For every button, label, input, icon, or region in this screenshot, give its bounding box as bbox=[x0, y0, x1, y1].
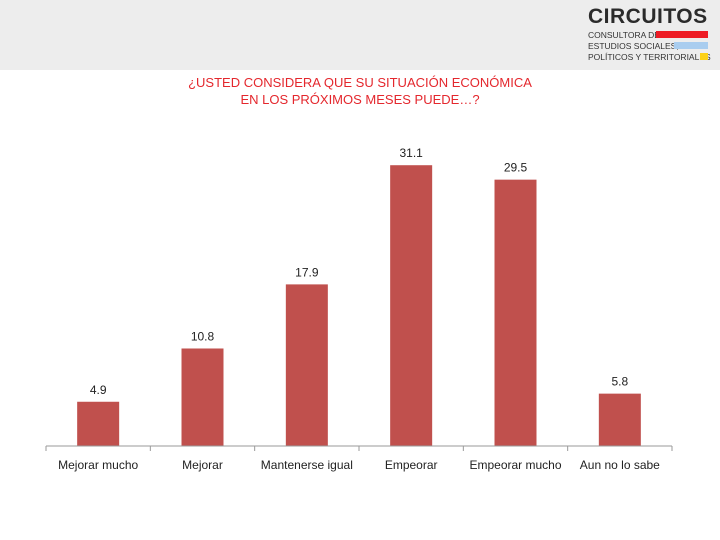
category-label-5: Empeorar mucho bbox=[469, 458, 561, 472]
bar-5 bbox=[494, 179, 537, 446]
category-label-6: Aun no lo sabe bbox=[580, 458, 660, 472]
category-label-4: Empeorar bbox=[385, 458, 438, 472]
bar-1 bbox=[77, 401, 120, 446]
logo-stripe-red bbox=[656, 31, 708, 38]
value-label-3: 17.9 bbox=[295, 265, 319, 279]
bar-2 bbox=[181, 348, 224, 446]
logo-name: CIRCUITOS bbox=[588, 5, 708, 28]
value-label-1: 4.9 bbox=[90, 383, 107, 397]
category-label-2: Mejorar bbox=[182, 458, 223, 472]
logo-line-2: ESTUDIOS SOCIALES, bbox=[588, 41, 679, 51]
category-label-1: Mejorar mucho bbox=[58, 458, 138, 472]
category-label-3: Mantenerse igual bbox=[261, 458, 353, 472]
value-label-6: 5.8 bbox=[611, 375, 628, 389]
value-label-4: 31.1 bbox=[399, 146, 423, 160]
chart-title-line-1: ¿USTED CONSIDERA QUE SU SITUACIÓN ECONÓM… bbox=[188, 75, 532, 90]
value-label-2: 10.8 bbox=[191, 329, 215, 343]
chart-title: ¿USTED CONSIDERA QUE SU SITUACIÓN ECONÓM… bbox=[0, 74, 720, 108]
chart-title-line-2: EN LOS PRÓXIMOS MESES PUEDE…? bbox=[240, 92, 480, 107]
bar-4 bbox=[390, 165, 433, 446]
circuitos-logo: CIRCUITOS CONSULTORA DE ESTUDIOS SOCIALE… bbox=[588, 6, 714, 66]
logo-stripe-yellow bbox=[700, 53, 708, 60]
header-band bbox=[0, 0, 720, 70]
logo-line-1: CONSULTORA DE bbox=[588, 30, 660, 40]
bar-6 bbox=[598, 393, 641, 446]
value-label-5: 29.5 bbox=[504, 161, 528, 175]
logo-line-3: POLÍTICOS Y TERRITORIALES bbox=[588, 52, 711, 62]
bar-3 bbox=[285, 284, 328, 446]
logo-stripe-blue bbox=[674, 42, 708, 49]
